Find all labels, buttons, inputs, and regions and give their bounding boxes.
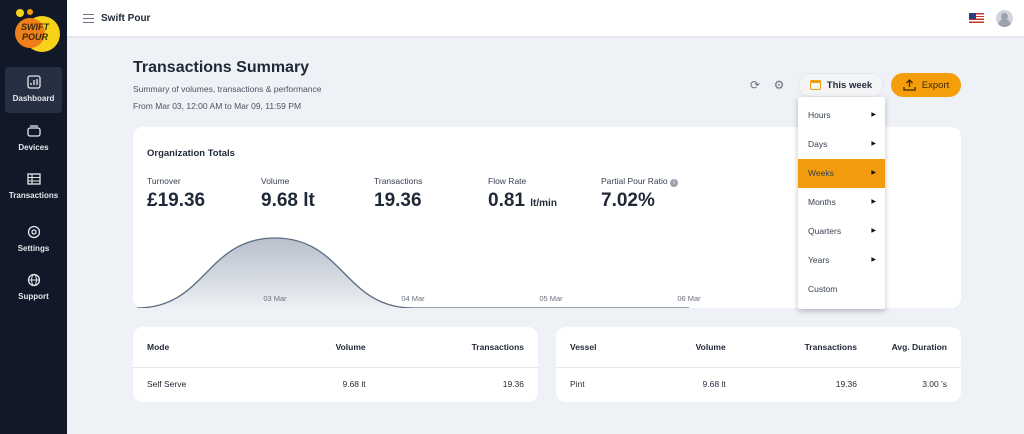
menu-item-months[interactable]: Months ▶ (798, 188, 885, 217)
metric-label: Volume (261, 176, 290, 186)
column-header[interactable]: Volume (644, 327, 740, 368)
sidebar-item-dashboard[interactable]: Dashboard (5, 67, 62, 113)
menu-item-custom[interactable]: Custom (798, 275, 885, 304)
menu-item-label: Days (808, 139, 828, 149)
svg-text:POUR: POUR (22, 32, 49, 42)
volume-area-chart: 03 Mar 04 Mar 05 Mar 06 Mar (136, 237, 701, 308)
menu-item-label: Hours (808, 110, 831, 120)
settings-gear-icon[interactable]: ⚙ (773, 78, 785, 92)
column-header[interactable]: Mode (133, 327, 266, 368)
menu-item-label: Weeks (808, 168, 834, 178)
flow-rate-unit: lt/min (530, 198, 557, 209)
sidebar: SWIFT POUR Dashboard Devices Transaction… (0, 0, 67, 434)
area-fill (137, 238, 689, 308)
column-header[interactable]: Volume (265, 327, 380, 368)
metric-label: Flow Rate (488, 176, 527, 186)
caret-right-icon: ▶ (871, 112, 876, 118)
page-subtitle: Summary of volumes, transactions & perfo… (133, 84, 322, 94)
x-tick-label: 04 Mar (401, 294, 425, 303)
top-bar: Swift Pour (67, 0, 1024, 38)
menu-item-quarters[interactable]: Quarters ▶ (798, 217, 885, 246)
metric-value-flow-rate: 0.81 lt/min (488, 190, 557, 212)
metric-value-transactions: 19.36 (374, 190, 422, 211)
column-header[interactable]: Vessel (556, 327, 645, 368)
sidebar-item-transactions[interactable]: Transactions (5, 164, 62, 210)
series-line (136, 237, 689, 308)
us-flag-icon[interactable] (969, 13, 984, 23)
info-icon[interactable]: i (670, 179, 678, 187)
calendar-icon (809, 80, 821, 90)
metric-value-turnover: £19.36 (147, 190, 206, 211)
metric-label: Transactions (374, 176, 423, 186)
cell: 9.68 lt (342, 379, 366, 390)
menu-item-label: Months (808, 197, 836, 207)
globe-icon (27, 273, 40, 287)
refresh-icon[interactable]: ⟳ (749, 78, 761, 92)
swift-pour-logo: SWIFT POUR (15, 9, 60, 52)
menu-item-label: Quarters (808, 226, 842, 236)
app-title: Swift Pour (101, 13, 151, 24)
list-icon (26, 173, 41, 185)
menu-item-days[interactable]: Days ▶ (798, 130, 885, 159)
caret-right-icon: ▶ (871, 141, 876, 147)
period-dropdown-menu: Hours ▶ Days ▶ Weeks ▶ Months ▶ Quarters ▶ Ye… (798, 97, 885, 309)
x-tick-label: 03 Mar (263, 294, 287, 303)
cell: Pint (570, 379, 585, 390)
cell: Self Serve (147, 379, 187, 390)
caret-right-icon: ▶ (871, 228, 876, 234)
cell: 9.68 lt (702, 379, 726, 390)
caret-right-icon: ▶ (871, 170, 876, 176)
menu-item-label: Years (808, 255, 830, 265)
period-picker-button[interactable]: This week (798, 73, 884, 97)
menu-item-hours[interactable]: Hours ▶ (798, 101, 885, 130)
menu-icon[interactable] (83, 14, 94, 23)
x-tick-label: 06 Mar (677, 294, 701, 303)
menu-item-weeks[interactable]: Weeks ▶ (798, 159, 885, 188)
upload-icon (903, 79, 916, 91)
date-range: From Mar 03, 12:00 AM to Mar 09, 11:59 P… (133, 101, 302, 111)
sidebar-item-label: Support (18, 292, 49, 301)
avatar[interactable] (996, 10, 1013, 27)
flow-rate-value: 0.81 (488, 190, 525, 211)
svg-text:SWIFT: SWIFT (21, 22, 50, 32)
chart-icon (26, 75, 41, 89)
sidebar-item-settings[interactable]: Settings (5, 217, 62, 263)
menu-item-years[interactable]: Years ▶ (798, 246, 885, 275)
cell: 19.36 (502, 379, 524, 390)
metric-label: Partial Pour Ratio i (601, 176, 678, 187)
device-icon (26, 125, 41, 137)
column-header[interactable]: Transactions (379, 327, 538, 368)
metric-label-text: Partial Pour Ratio (601, 176, 668, 186)
metric-value-partial-pour-ratio: 7.02% (601, 190, 655, 211)
cell: 3.00 's (922, 379, 947, 390)
card-title: Organization Totals (147, 148, 235, 159)
column-header[interactable]: Transactions (739, 327, 871, 368)
x-tick-label: 05 Mar (539, 294, 563, 303)
menu-item-label: Custom (808, 284, 838, 294)
table-row[interactable]: Self Serve 9.68 lt 19.36 (133, 367, 538, 401)
period-label: This week (826, 79, 873, 91)
mode-table-card: Mode Volume Transactions Self Serve 9.68 lt… (133, 327, 538, 402)
column-header[interactable]: Avg. Duration (871, 327, 961, 368)
mode-table: Mode Volume Transactions Self Serve 9.68 lt… (133, 327, 538, 401)
vessel-table-card: Vessel Volume Transactions Avg. Duration Pi… (556, 327, 961, 402)
caret-right-icon: ▶ (871, 257, 876, 263)
sidebar-item-label: Settings (17, 244, 50, 253)
sidebar-item-label: Devices (18, 143, 49, 152)
sidebar-item-label: Transactions (8, 191, 59, 200)
caret-right-icon: ▶ (871, 199, 876, 205)
export-button[interactable]: Export (891, 73, 961, 97)
sidebar-item-devices[interactable]: Devices (5, 116, 62, 162)
cell: 19.36 (835, 379, 857, 390)
page-title: Transactions Summary (133, 59, 310, 76)
sidebar-item-support[interactable]: Support (5, 265, 62, 311)
vessel-table: Vessel Volume Transactions Avg. Duration Pi… (556, 327, 961, 401)
metric-label: Turnover (147, 176, 181, 186)
table-row[interactable]: Pint 9.68 lt 19.36 3.00 's (556, 367, 961, 401)
metric-value-volume: 9.68 lt (261, 190, 315, 211)
gear-icon (27, 225, 40, 239)
sidebar-item-label: Dashboard (12, 94, 55, 103)
export-label: Export (921, 79, 950, 91)
